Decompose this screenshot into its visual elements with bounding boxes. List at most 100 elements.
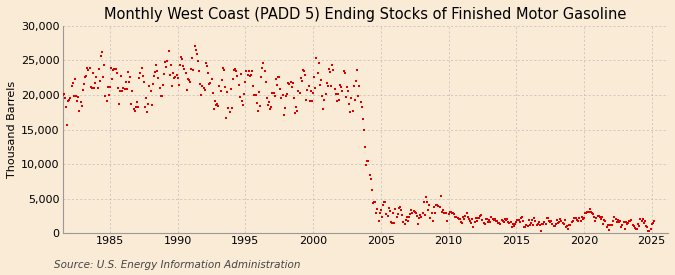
Point: [276, 96, 287, 100]
Point: [167, 70, 178, 75]
Point: [56, 89, 67, 94]
Point: [456, 220, 466, 224]
Point: [271, 83, 282, 87]
Point: [580, 210, 591, 215]
Point: [212, 102, 223, 107]
Point: [377, 215, 387, 219]
Point: [337, 89, 348, 93]
Point: [512, 217, 523, 222]
Point: [496, 218, 507, 222]
Point: [488, 218, 499, 222]
Point: [425, 216, 436, 220]
Point: [137, 73, 148, 78]
Point: [204, 82, 215, 87]
Point: [55, 75, 65, 80]
Point: [160, 59, 171, 64]
Point: [481, 217, 492, 221]
Point: [283, 81, 294, 85]
Point: [402, 219, 413, 224]
Point: [426, 211, 437, 215]
Y-axis label: Thousand Barrels: Thousand Barrels: [7, 81, 17, 178]
Point: [65, 95, 76, 100]
Point: [336, 85, 347, 89]
Point: [375, 211, 385, 215]
Point: [182, 88, 192, 93]
Point: [101, 98, 112, 103]
Point: [198, 85, 209, 90]
Point: [162, 59, 173, 64]
Point: [526, 221, 537, 225]
Point: [369, 200, 379, 205]
Point: [419, 212, 430, 217]
Point: [543, 216, 554, 220]
Point: [516, 216, 526, 221]
Point: [647, 222, 657, 226]
Point: [180, 71, 191, 75]
Point: [529, 216, 540, 221]
Point: [382, 214, 393, 218]
Point: [344, 101, 354, 106]
Point: [222, 89, 233, 94]
Point: [84, 66, 95, 70]
Point: [556, 219, 567, 224]
Point: [478, 221, 489, 225]
Point: [645, 226, 656, 231]
Point: [308, 91, 319, 95]
Point: [642, 225, 653, 229]
Point: [435, 194, 446, 198]
Point: [165, 63, 176, 68]
Point: [467, 217, 478, 222]
Point: [110, 67, 121, 72]
Point: [471, 219, 482, 224]
Point: [113, 86, 124, 90]
Point: [53, 77, 63, 81]
Point: [537, 222, 547, 226]
Point: [231, 69, 242, 73]
Point: [209, 99, 220, 103]
Point: [362, 159, 373, 164]
Point: [76, 104, 87, 109]
Point: [319, 98, 330, 102]
Point: [192, 52, 202, 56]
Point: [346, 96, 357, 100]
Point: [378, 203, 389, 207]
Point: [240, 80, 251, 85]
Point: [360, 145, 371, 149]
Point: [330, 92, 341, 97]
Point: [143, 102, 154, 106]
Point: [195, 82, 206, 87]
Point: [63, 99, 74, 104]
Point: [205, 81, 216, 85]
Point: [353, 94, 364, 98]
Point: [592, 214, 603, 218]
Point: [161, 65, 171, 69]
Point: [105, 85, 115, 89]
Point: [479, 221, 490, 226]
Point: [588, 212, 599, 216]
Point: [578, 216, 589, 220]
Point: [390, 207, 401, 211]
Point: [146, 103, 157, 107]
Point: [133, 105, 144, 109]
Point: [518, 219, 529, 223]
Point: [437, 208, 448, 213]
Point: [576, 215, 587, 219]
Point: [626, 218, 637, 222]
Point: [103, 93, 114, 98]
Point: [92, 86, 103, 90]
Point: [387, 221, 398, 226]
Point: [298, 68, 309, 73]
Point: [248, 84, 259, 89]
Point: [497, 219, 508, 223]
Point: [263, 103, 273, 108]
Point: [615, 219, 626, 224]
Point: [321, 81, 332, 85]
Point: [277, 92, 288, 97]
Point: [294, 91, 305, 95]
Point: [379, 200, 389, 204]
Point: [551, 218, 562, 222]
Point: [354, 84, 364, 88]
Point: [399, 222, 410, 226]
Point: [182, 77, 193, 82]
Point: [630, 227, 641, 232]
